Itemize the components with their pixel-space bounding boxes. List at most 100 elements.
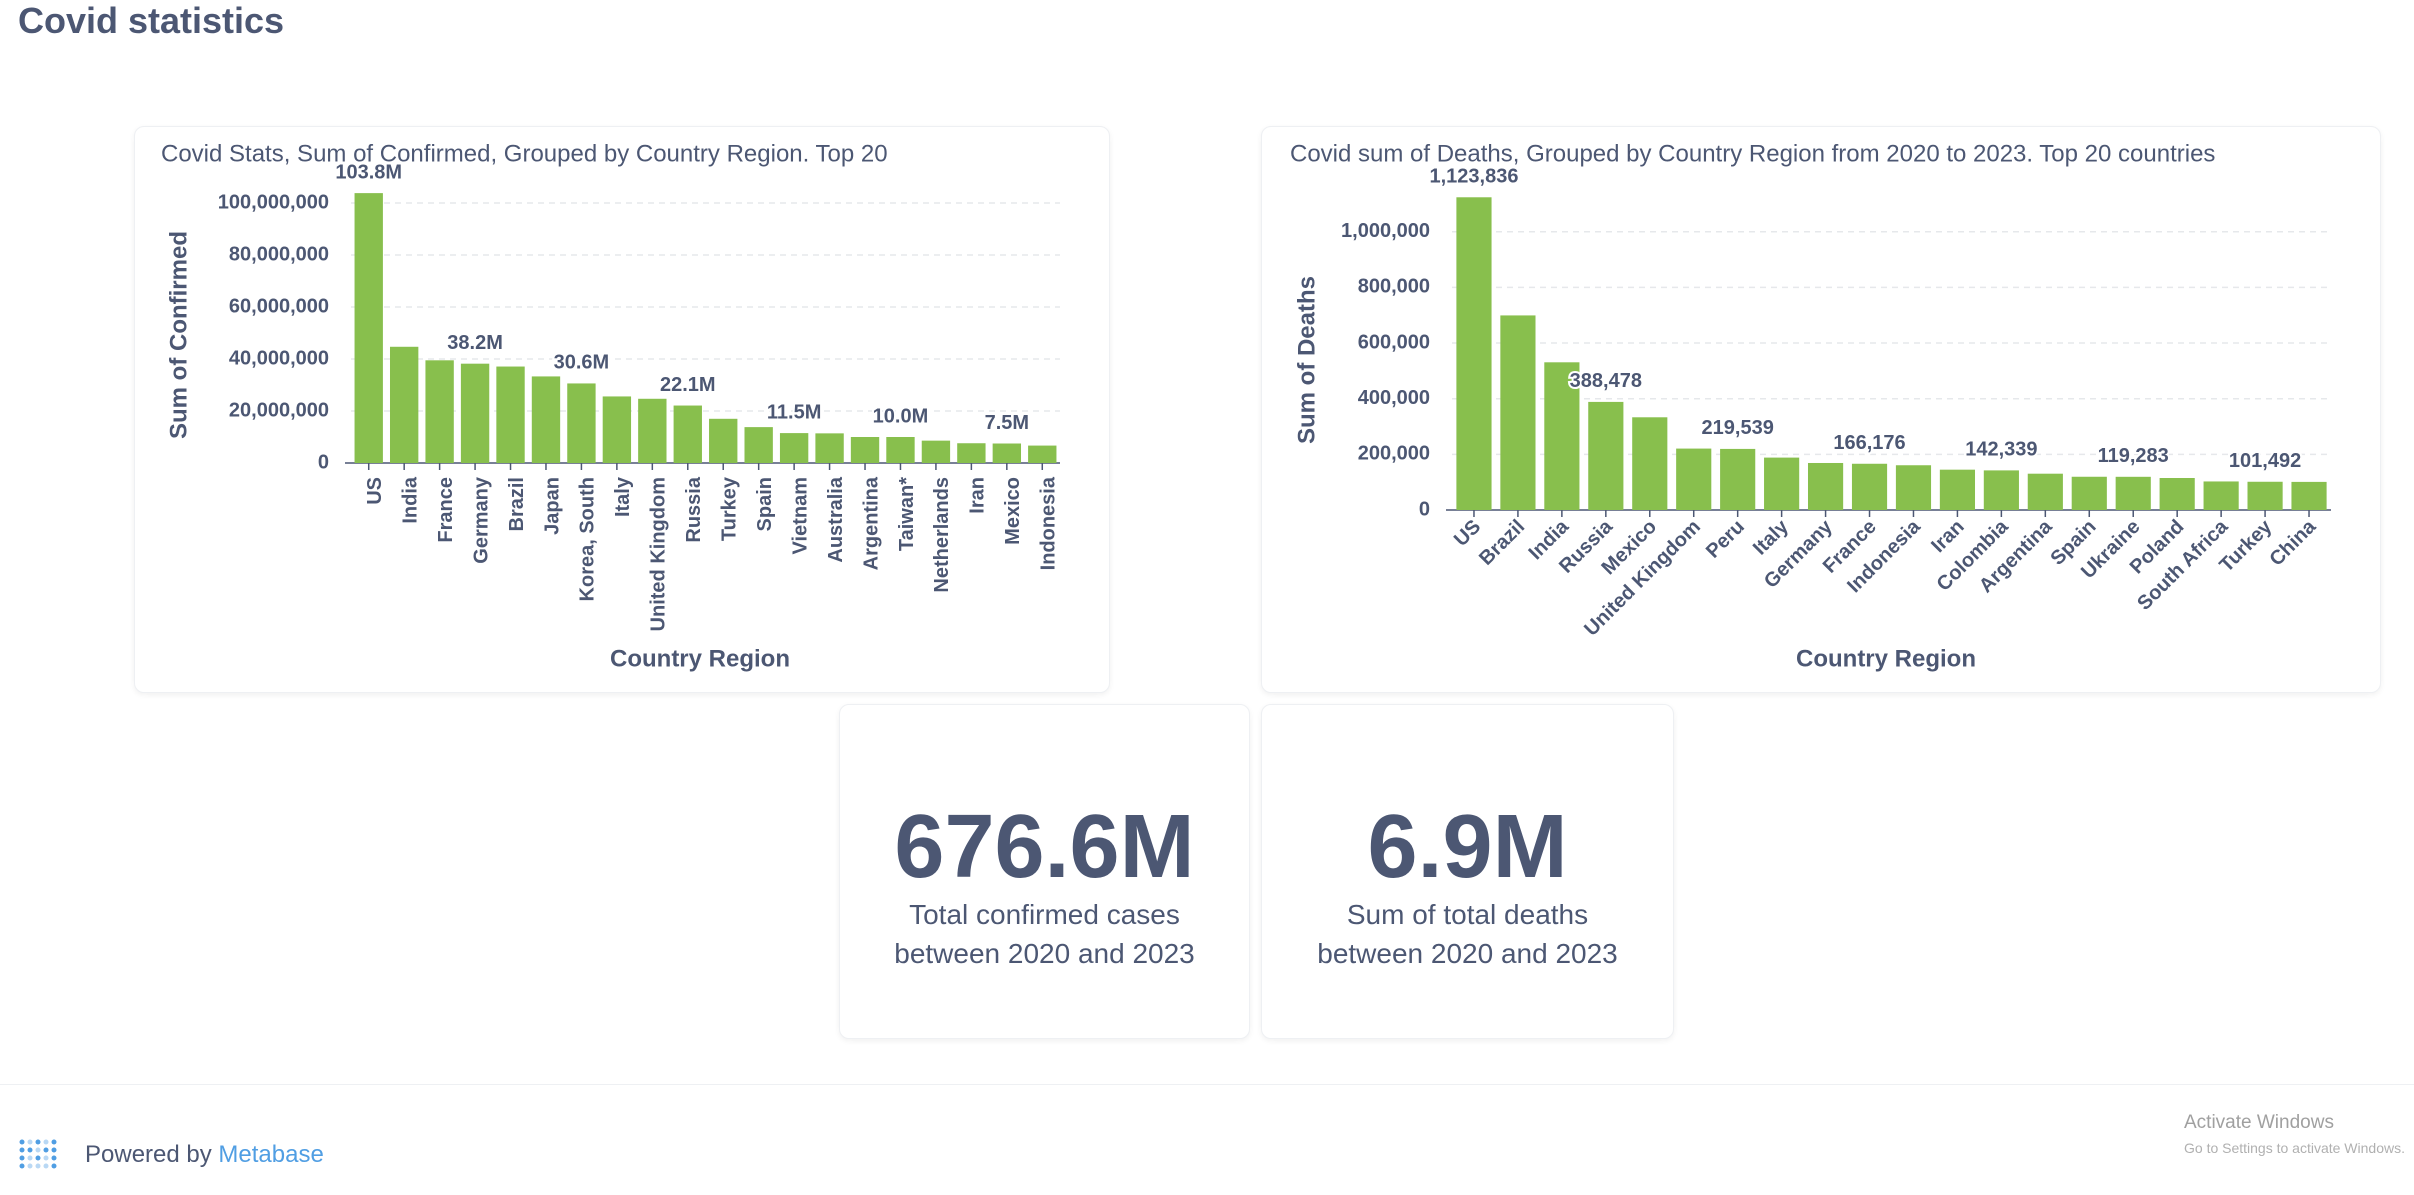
number-card: 676.6M Total confirmed cases between 202… — [839, 704, 1250, 1039]
footer-divider — [0, 1084, 2414, 1085]
data-label: 1,123,836 — [1429, 166, 1518, 188]
bar — [709, 418, 738, 463]
bar — [2027, 473, 2063, 510]
bar — [1720, 448, 1756, 510]
x-tick-label: United Kingdom — [648, 477, 670, 631]
x-tick-label: Russia — [683, 476, 705, 542]
data-label: 166,176 — [1833, 432, 1905, 454]
bar — [815, 433, 844, 463]
x-tick-label: Netherlands — [931, 477, 953, 593]
bar — [1895, 465, 1932, 510]
bar — [567, 383, 596, 463]
y-tick-label: 100,000,000 — [218, 191, 329, 213]
card-label: Sum of total deaths between 2020 and 202… — [1317, 899, 1618, 969]
bar — [779, 433, 809, 463]
data-label: 22.1M — [660, 374, 716, 396]
bar — [2071, 476, 2107, 510]
data-label: 38.2M — [447, 332, 503, 354]
powered-by: Powered by — [85, 1141, 212, 1168]
bar — [531, 376, 561, 463]
x-tick-label: Japan — [541, 477, 563, 535]
y-tick-label: 20,000,000 — [229, 399, 329, 421]
bar — [744, 427, 773, 463]
bar — [1456, 197, 1492, 511]
bar — [1851, 463, 1888, 510]
bar — [992, 443, 1022, 463]
x-tick-label: Australia — [825, 476, 847, 562]
metabase-logo — [19, 1139, 57, 1169]
data-label: 119,283 — [2098, 445, 2169, 467]
bar — [921, 440, 951, 463]
bar — [957, 443, 986, 463]
bar — [496, 366, 525, 463]
x-axis-title: Country Region — [610, 645, 790, 672]
y-tick-label: 40,000,000 — [229, 347, 329, 369]
bar — [673, 405, 702, 463]
bar — [2159, 478, 2195, 510]
data-label: 7.5M — [985, 412, 1029, 434]
card-value: 6.9M — [1367, 797, 1568, 897]
card-label: Total confirmed cases between 2020 and 2… — [894, 899, 1195, 969]
x-tick-label: China — [2265, 515, 2320, 570]
data-label: 219,539 — [1702, 417, 1774, 439]
y-axis-title: Sum of Confirmed — [165, 231, 192, 439]
bar — [389, 346, 419, 463]
bar — [460, 363, 490, 463]
x-tick-label: US — [364, 477, 386, 505]
x-tick-label: US — [1450, 516, 1485, 551]
x-tick-label: Peru — [1702, 516, 1749, 563]
chart-title: Covid sum of Deaths, Grouped by Country … — [1290, 140, 2215, 167]
data-label: 142,339 — [1965, 439, 2037, 461]
x-tick-label: Indonesia — [1038, 476, 1060, 570]
x-axis-title: Country Region — [1796, 645, 1976, 672]
y-tick-label: 60,000,000 — [229, 295, 329, 317]
data-label: 10.0M — [873, 405, 929, 427]
bar — [354, 193, 383, 463]
chart-title: Covid Stats, Sum of Confirmed, Grouped b… — [161, 140, 888, 167]
charts: Covid Stats, Sum of Confirmed, Grouped b… — [161, 140, 2331, 672]
data-label: 101,492 — [2229, 450, 2301, 472]
card-value: 676.6M — [894, 797, 1195, 897]
x-tick-label: Turkey — [719, 476, 741, 541]
data-label: 30.6M — [554, 352, 610, 374]
watermark-subtitle: Go to Settings to activate Windows. — [2184, 1140, 2405, 1156]
x-tick-label: Germany — [470, 476, 492, 564]
bar — [886, 437, 915, 463]
x-tick-label: Brazil — [506, 477, 528, 531]
dashboard-title: Covid statistics — [18, 0, 285, 41]
bar — [2291, 481, 2327, 510]
data-label: 388,478 — [1570, 370, 1642, 392]
bar — [1500, 315, 1536, 510]
data-label: 103.8M — [335, 161, 402, 183]
y-tick-label: 400,000 — [1358, 387, 1430, 409]
x-tick-label: Mexico — [1002, 477, 1024, 545]
chart-card — [1261, 126, 2381, 693]
y-tick-label: 200,000 — [1358, 443, 1430, 465]
bar — [850, 437, 880, 463]
x-tick-label: Brazil — [1475, 516, 1529, 570]
bar — [602, 396, 632, 463]
x-tick-label: Vietnam — [789, 477, 811, 554]
watermark-title: Activate Windows — [2184, 1112, 2334, 1133]
y-tick-label: 800,000 — [1358, 276, 1430, 298]
y-tick-label: 1,000,000 — [1341, 220, 1430, 242]
bar — [1807, 462, 1844, 510]
number-card: 6.9M Sum of total deaths between 2020 an… — [1261, 704, 1674, 1039]
y-tick-label: 80,000,000 — [229, 243, 329, 265]
bar — [425, 360, 454, 463]
bar — [1676, 448, 1712, 510]
x-tick-label: Korea, South — [577, 477, 599, 601]
y-tick-label: 0 — [1419, 498, 1430, 520]
bar — [638, 398, 667, 463]
y-tick-label: 600,000 — [1358, 331, 1430, 353]
bar — [2115, 476, 2151, 510]
bar — [1983, 470, 2019, 510]
brand-link[interactable]: Metabase — [218, 1141, 324, 1168]
x-tick-label: Iran — [967, 477, 989, 514]
x-tick-label: India — [399, 476, 421, 524]
x-tick-label: Italy — [612, 476, 634, 517]
x-tick-label: Taiwan* — [896, 477, 918, 551]
data-label: 11.5M — [767, 401, 821, 423]
bar — [1632, 417, 1668, 510]
bar — [1764, 457, 1800, 510]
